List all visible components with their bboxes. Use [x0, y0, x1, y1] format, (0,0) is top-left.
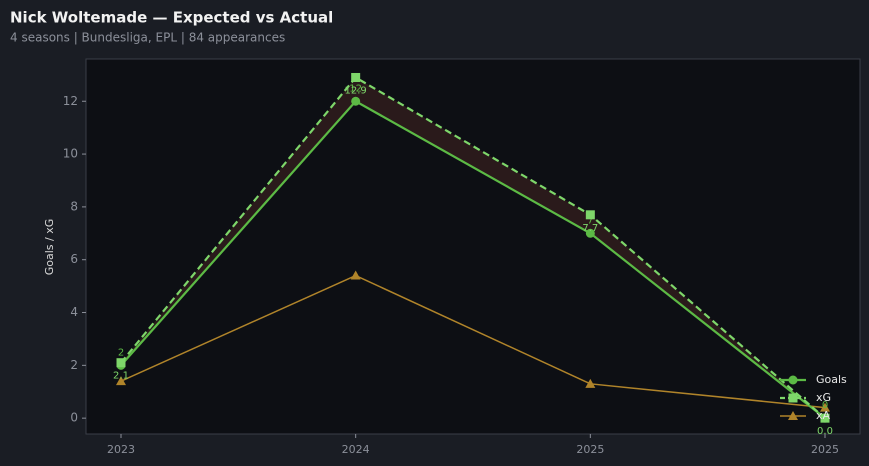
point — [788, 393, 798, 403]
point — [350, 270, 361, 280]
point — [116, 358, 126, 368]
series-line — [120, 99, 826, 420]
data-label: 7 — [587, 215, 593, 226]
point — [788, 411, 798, 420]
gap-band — [121, 77, 825, 419]
y-tick-label: 8 — [70, 199, 78, 213]
y-tick-label: 10 — [63, 147, 78, 161]
data-label: 0.0 — [817, 426, 833, 437]
x-tick-label: 2025 — [576, 443, 604, 456]
data-label: 12.9 — [345, 85, 367, 96]
x-tick-label: 2023 — [107, 443, 135, 456]
y-tick-label: 12 — [63, 94, 78, 108]
chart-title: Nick Woltemade — Expected vs Actual — [10, 9, 333, 27]
plot-area — [85, 58, 861, 435]
point — [351, 96, 361, 106]
point — [585, 378, 596, 388]
legend-label: Goals — [816, 373, 847, 386]
point — [820, 413, 830, 423]
data-label: 0 — [822, 400, 828, 411]
series-line — [120, 76, 826, 419]
data-label: 12 — [349, 83, 362, 94]
y-tick-label: 6 — [70, 252, 78, 266]
point — [585, 210, 595, 220]
data-label: 7.7 — [582, 223, 598, 234]
y-tick-label: 4 — [70, 305, 78, 319]
data-label: 2.1 — [113, 371, 129, 382]
chart-subtitle: 4 seasons | Bundesliga, EPL | 84 appeara… — [10, 31, 285, 45]
x-tick-label: 2024 — [342, 443, 370, 456]
y-tick-label: 2 — [70, 358, 78, 372]
y-tick-label: 0 — [70, 411, 78, 425]
point — [788, 375, 798, 385]
y-axis-label: Goals / xG — [43, 219, 56, 276]
legend-label: xG — [816, 391, 831, 404]
data-label: 2 — [118, 347, 124, 358]
point — [116, 376, 126, 386]
legend-label: xA — [816, 409, 831, 422]
x-tick-label: 2025 — [811, 443, 839, 456]
point — [585, 228, 595, 238]
series-line — [120, 274, 826, 409]
point — [351, 72, 361, 82]
point — [820, 402, 830, 412]
